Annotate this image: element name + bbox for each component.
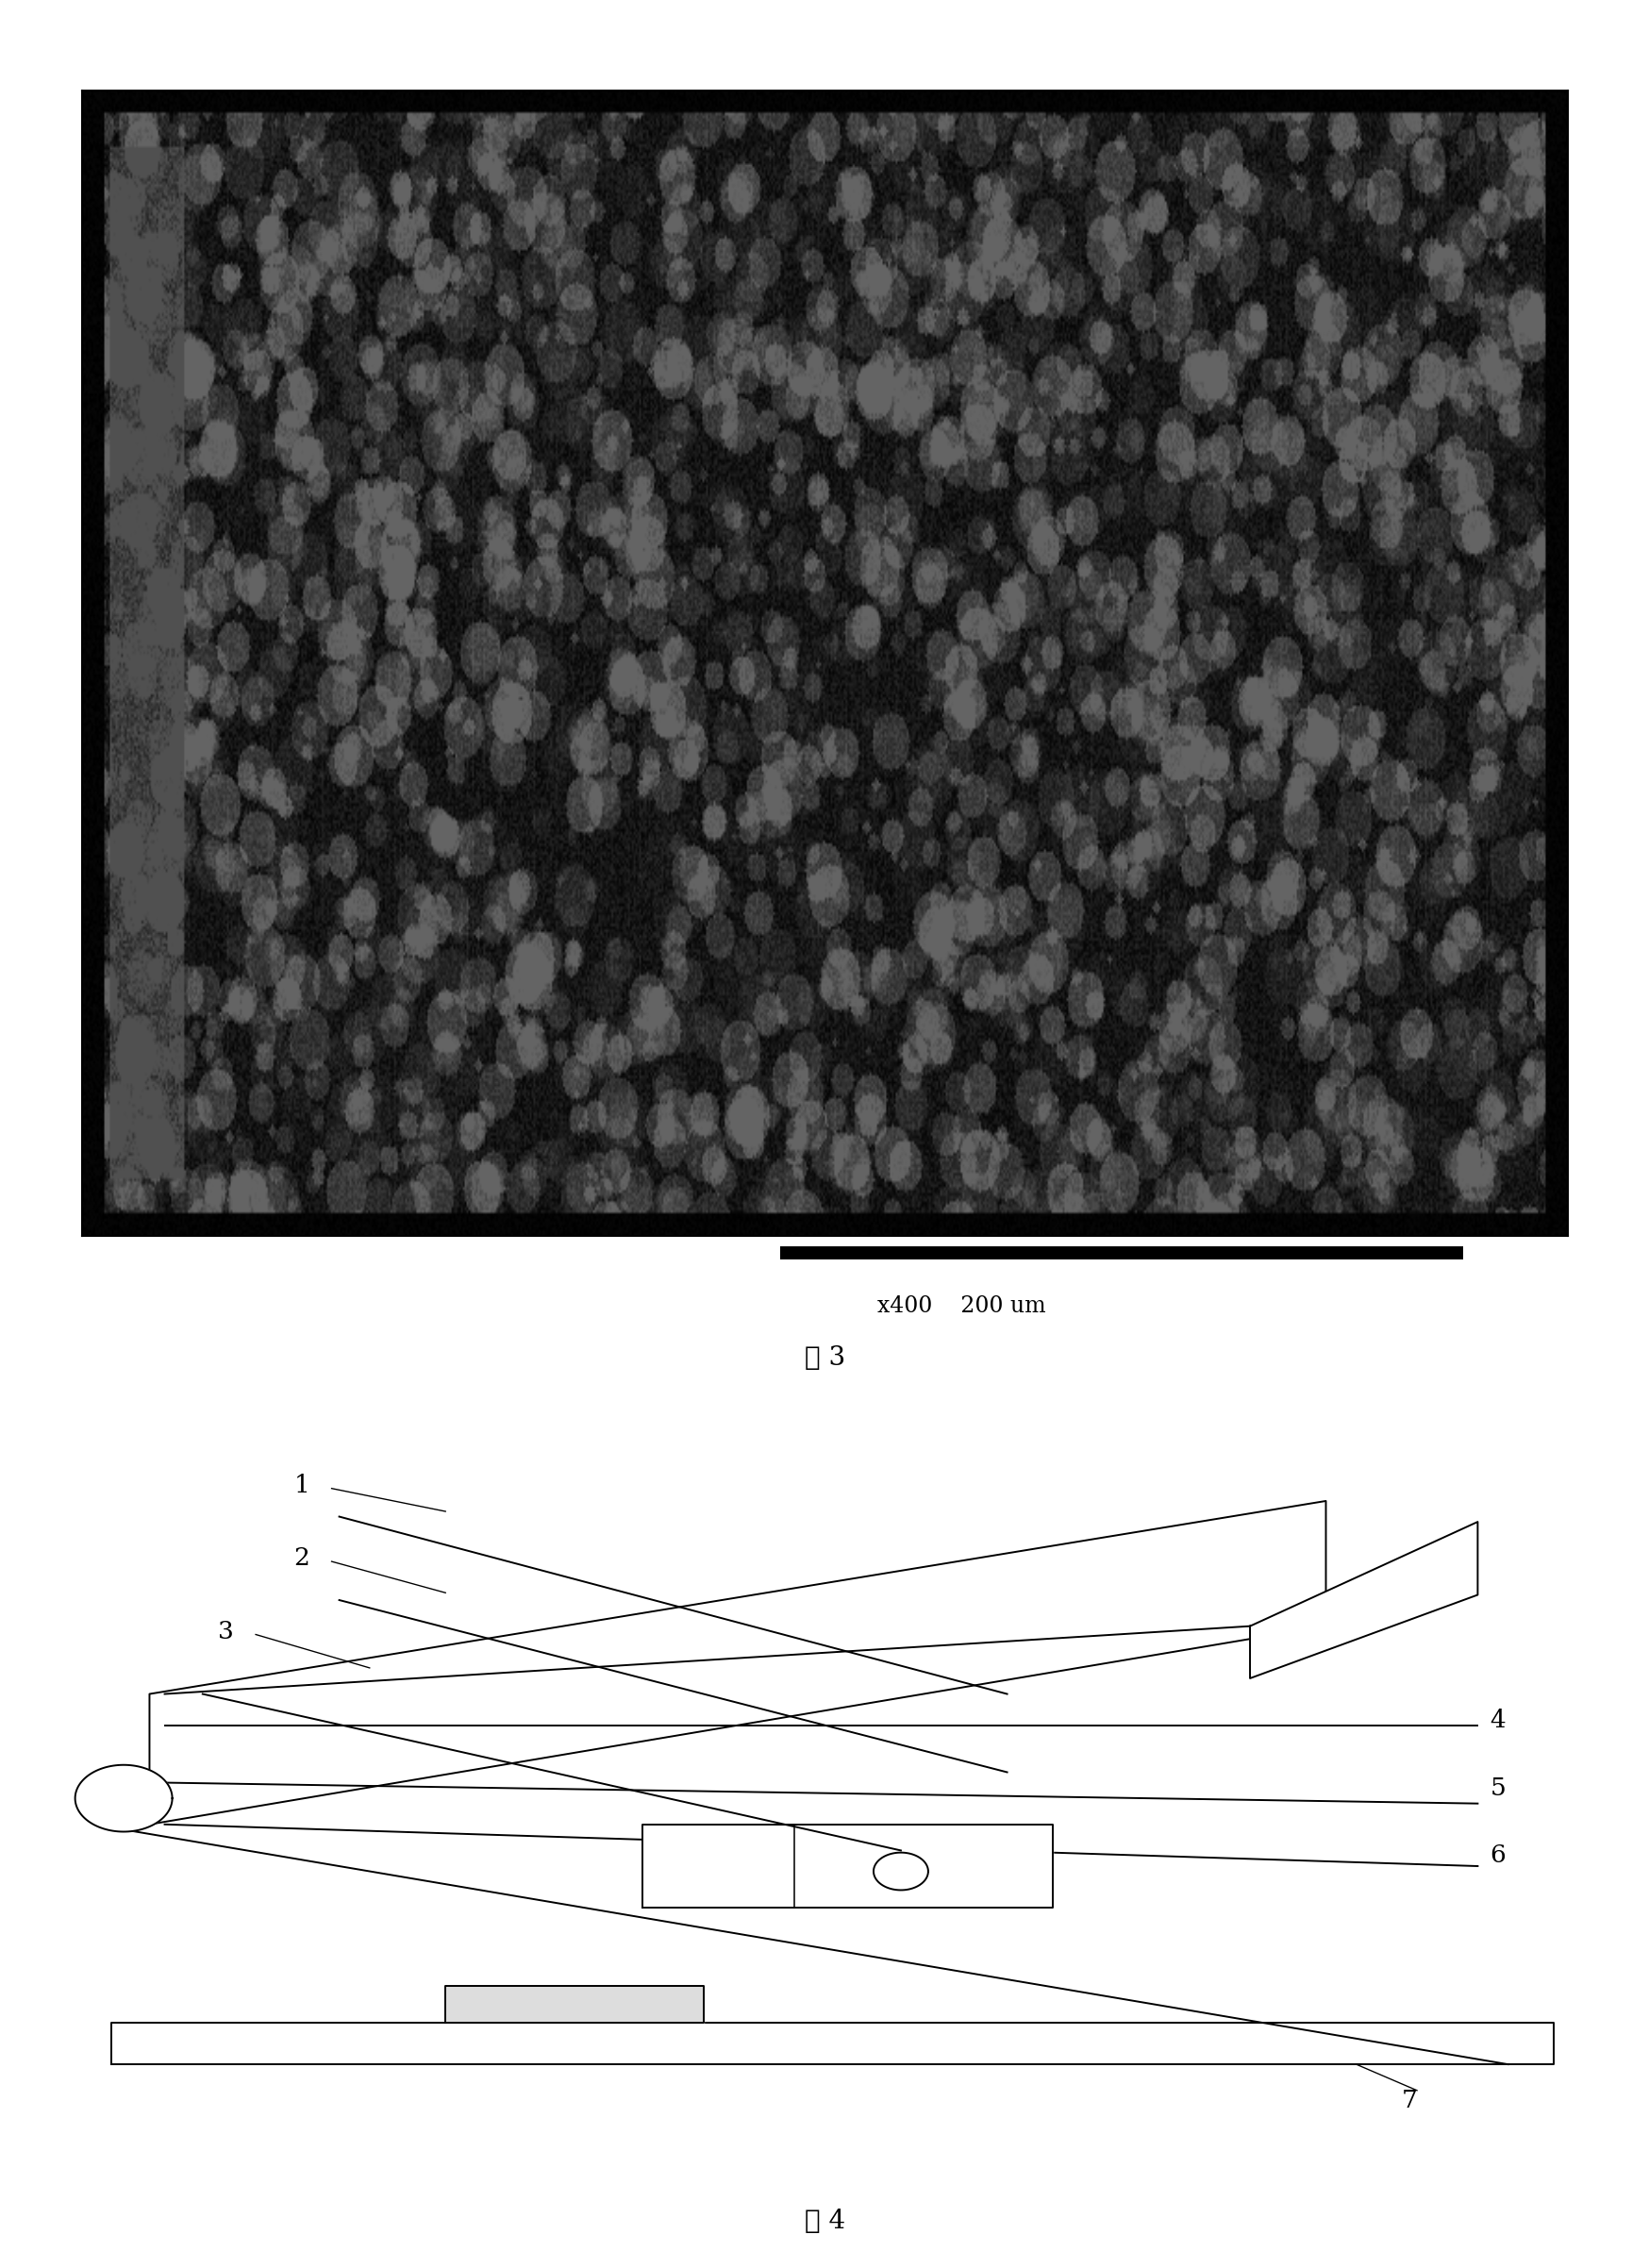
Text: 图 3: 图 3 <box>805 1345 844 1372</box>
Text: 3: 3 <box>218 1619 234 1642</box>
Text: 5: 5 <box>1489 1776 1506 1799</box>
Text: 2: 2 <box>294 1547 310 1569</box>
Text: 图 4: 图 4 <box>805 2209 844 2234</box>
Polygon shape <box>112 2023 1553 2064</box>
Polygon shape <box>76 1765 171 1833</box>
Polygon shape <box>445 1987 702 2023</box>
Text: 7: 7 <box>1402 2089 1416 2112</box>
Polygon shape <box>150 1501 1326 1823</box>
Polygon shape <box>872 1853 928 1889</box>
Text: 4: 4 <box>1489 1708 1506 1733</box>
Text: 6: 6 <box>1489 1844 1506 1867</box>
Polygon shape <box>643 1823 1052 1907</box>
Polygon shape <box>1250 1522 1478 1678</box>
Text: x400    200 um: x400 200 um <box>877 1295 1045 1318</box>
Text: 1: 1 <box>294 1474 310 1497</box>
